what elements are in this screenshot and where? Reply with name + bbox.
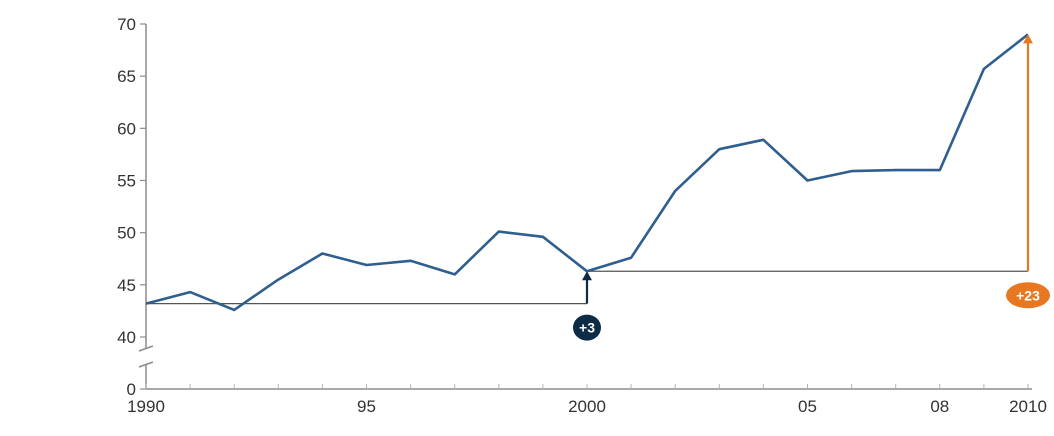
- annotation-small: +3: [573, 271, 601, 341]
- y-tick-label: 45: [117, 276, 136, 295]
- x-tick-label: 2010: [1009, 397, 1047, 416]
- y-tick-label: 0: [127, 380, 136, 399]
- y-tick-label: 50: [117, 224, 136, 243]
- x-minor-ticks: [145, 384, 1029, 389]
- x-ticks: 1990 95 2000 05 08 2010: [127, 397, 1047, 416]
- series-group: [145, 33, 1029, 312]
- x-tick-label: 95: [357, 397, 376, 416]
- y-ticks: 0 40 45 50 55 60 65 70: [117, 15, 146, 399]
- annotation-arrow-head: [1023, 34, 1033, 44]
- annotation-badge: [1006, 282, 1050, 309]
- y-tick-label: 60: [117, 119, 136, 138]
- y-tick-label: 70: [117, 15, 136, 34]
- annotation-large: +23: [1006, 34, 1050, 309]
- y-tick-label: 40: [117, 328, 136, 347]
- x-tick-label: 05: [798, 397, 817, 416]
- y-tick-label: 65: [117, 67, 136, 86]
- annotations: +3 +23: [573, 34, 1050, 341]
- y-tick-label: 55: [117, 172, 136, 191]
- series-line: [145, 33, 1029, 312]
- x-tick-label: 2000: [568, 397, 606, 416]
- annotation-label: +23: [1016, 287, 1040, 303]
- x-tick-label: 08: [930, 397, 949, 416]
- axis-break-stroke: [138, 361, 154, 368]
- annotation-label: +3: [579, 320, 595, 336]
- annotation-arrow-head: [582, 271, 592, 281]
- axis-break-symbol: [138, 345, 154, 368]
- x-tick-label: 1990: [127, 397, 165, 416]
- axis-break-stroke: [138, 345, 154, 352]
- annotation-badge: [573, 314, 601, 341]
- axes: 0 40 45 50 55 60 65 70 1990 95 2000 05 08 2010: [117, 15, 1047, 416]
